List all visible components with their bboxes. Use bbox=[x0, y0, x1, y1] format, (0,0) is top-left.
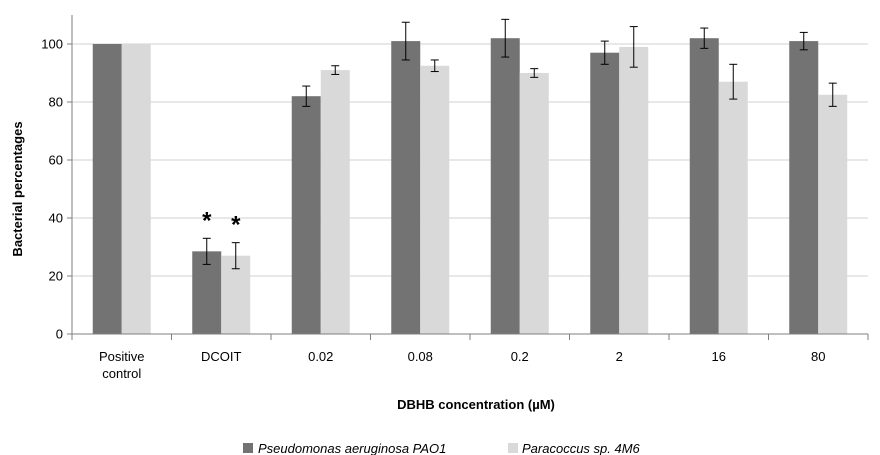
x-tick-label: 0.02 bbox=[308, 349, 333, 364]
x-tick-label: 80 bbox=[811, 349, 825, 364]
axes: 0 20 40 60 80 100 Positive control DCOIT 0.02 0.08… bbox=[41, 15, 869, 381]
y-tick-label: 20 bbox=[49, 269, 63, 284]
bar-series-2 bbox=[718, 81, 748, 334]
significance-marker: * bbox=[231, 212, 241, 239]
bar-series-2 bbox=[818, 94, 848, 334]
bar-series-1 bbox=[92, 44, 122, 334]
bar-series-1 bbox=[192, 251, 222, 334]
significance-marker: * bbox=[202, 207, 212, 234]
y-axis-title: Bacterial percentages bbox=[10, 121, 25, 256]
y-tick-label: 80 bbox=[49, 95, 63, 110]
y-tick-label: 100 bbox=[41, 37, 63, 52]
bar-series-1 bbox=[789, 41, 819, 334]
legend-swatch-series-2 bbox=[508, 443, 518, 453]
gridlines bbox=[72, 43, 868, 277]
y-tick-label: 60 bbox=[49, 153, 63, 168]
legend-label-series-1: Pseudomonas aeruginosa PAO1 bbox=[258, 441, 446, 455]
bars: * * bbox=[92, 18, 848, 335]
x-tick-label: 0.2 bbox=[511, 349, 529, 364]
x-tick-label: 16 bbox=[712, 349, 726, 364]
x-tick-label: control bbox=[102, 366, 141, 381]
bar-series-2 bbox=[420, 65, 450, 334]
bar-series-1 bbox=[590, 52, 620, 334]
bar-series-1 bbox=[490, 38, 520, 334]
bar-series-1 bbox=[689, 38, 719, 334]
bar-series-1 bbox=[291, 96, 321, 334]
x-axis-title: DBHB concentration (µM) bbox=[397, 397, 555, 412]
y-tick-label: 40 bbox=[49, 211, 63, 226]
x-tick-label: 0.08 bbox=[408, 349, 433, 364]
legend-label-series-2: Paracoccus sp. 4M6 bbox=[522, 441, 641, 455]
x-tick-label: Positive bbox=[99, 349, 145, 364]
y-tick-label: 0 bbox=[56, 327, 63, 342]
legend-swatch-series-1 bbox=[243, 443, 253, 453]
bar-series-1 bbox=[391, 41, 421, 334]
bar-series-2 bbox=[320, 70, 350, 334]
x-tick-label: DCOIT bbox=[201, 349, 242, 364]
bar-series-2 bbox=[121, 44, 151, 334]
legend: Pseudomonas aeruginosa PAO1 Paracoccus s… bbox=[243, 441, 641, 455]
bar-series-2 bbox=[519, 73, 549, 334]
x-tick-label: 2 bbox=[616, 349, 623, 364]
bar-series-2 bbox=[619, 46, 649, 335]
